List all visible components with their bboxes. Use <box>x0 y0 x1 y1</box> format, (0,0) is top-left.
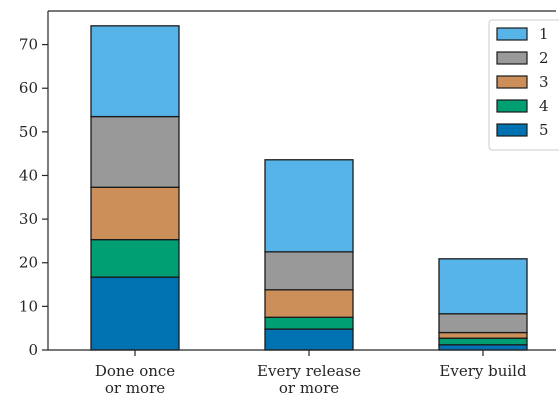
y-tick-label: 50 <box>19 123 38 141</box>
bar-segment-2-series-5 <box>264 328 354 351</box>
bar-segment-2-series-2 <box>264 251 354 291</box>
legend-label-4: 4 <box>539 97 549 115</box>
bar-segment-3-series-3 <box>438 331 528 339</box>
y-tick-label: 70 <box>19 36 38 54</box>
bar-segment-1-series-3 <box>90 186 180 241</box>
x-category-label: Every release or more <box>257 362 361 397</box>
bar-segment-3-series-5 <box>438 344 528 351</box>
y-tick-label: 0 <box>28 341 38 359</box>
bar-segment-2-series-4 <box>264 316 354 330</box>
legend-label-2: 2 <box>539 49 549 67</box>
bar-segment-1-series-5 <box>90 276 180 351</box>
bar-segment-1-series-2 <box>90 115 180 188</box>
x-category-label-line: Done once <box>95 362 175 380</box>
x-category-label: Every build <box>439 362 527 380</box>
bar-segment-2-series-3 <box>264 289 354 318</box>
legend-swatch-3 <box>496 75 528 89</box>
x-category-label-line: or more <box>279 379 339 397</box>
legend: 1 2 3 4 5 <box>488 19 559 151</box>
bar-segment-3-series-2 <box>438 313 528 334</box>
bar-segment-1-series-1 <box>90 25 180 118</box>
y-tick-label: 10 <box>19 297 38 315</box>
x-category-label-line: or more <box>105 379 165 397</box>
y-tick-label: 20 <box>19 254 38 272</box>
legend-label-1: 1 <box>539 25 549 43</box>
legend-label-5: 5 <box>539 121 549 139</box>
x-category-label-line: Every build <box>439 362 527 380</box>
y-tick-label: 40 <box>19 166 38 184</box>
y-tick-label: 60 <box>19 79 38 97</box>
bar-segment-3-series-1 <box>438 258 528 315</box>
bars-layer <box>90 25 528 351</box>
bar-segment-1-series-4 <box>90 238 180 278</box>
bar-segment-2-series-1 <box>264 159 354 253</box>
x-category-label-line: Every release <box>257 362 361 380</box>
legend-swatch-4 <box>496 99 528 113</box>
y-tick-label: 30 <box>19 210 38 228</box>
axes-layer <box>47 10 556 351</box>
y-ticks-layer: 0 10 20 30 40 50 60 70 <box>19 36 48 359</box>
x-category-label: Done once or more <box>95 362 175 397</box>
legend-swatch-5 <box>496 123 528 137</box>
bar-segment-3-series-4 <box>438 337 528 346</box>
legend-swatch-2 <box>496 51 528 65</box>
legend-swatch-1 <box>496 27 528 41</box>
legend-label-3: 3 <box>539 73 549 91</box>
